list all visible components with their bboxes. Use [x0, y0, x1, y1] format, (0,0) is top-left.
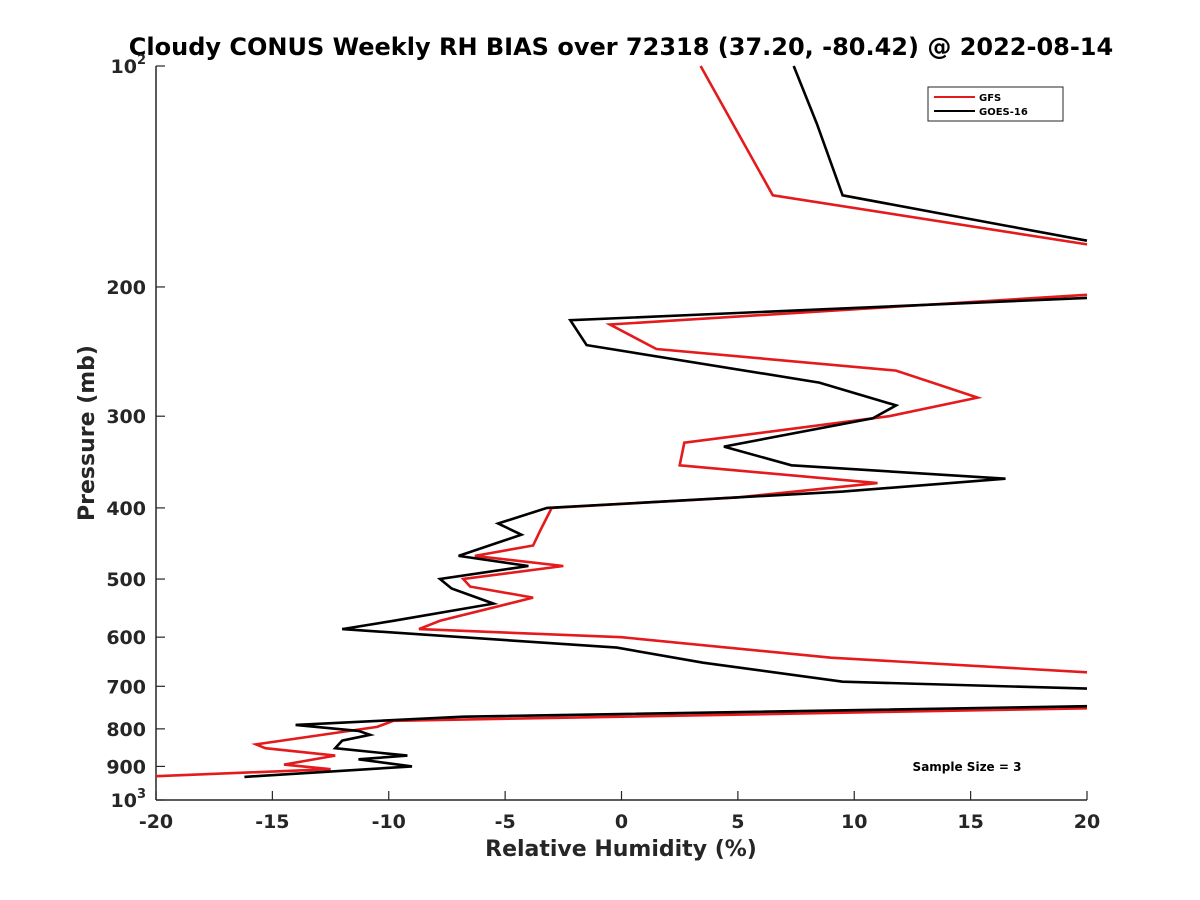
- x-tick-label: 10: [841, 811, 867, 833]
- y-tick-label: 800: [106, 719, 146, 741]
- y-ticks: 200 300 400 500 600 700 800 900 102 103: [106, 53, 165, 812]
- x-tick-label: -15: [255, 811, 289, 833]
- plot-axes: [155, 66, 1087, 801]
- x-tick-label: -5: [495, 811, 516, 833]
- y-tick-label: 900: [106, 756, 146, 778]
- x-tick-label: 5: [731, 811, 744, 833]
- legend-label-gfs: GFS: [979, 93, 1001, 104]
- x-tick-label: -10: [372, 811, 406, 833]
- x-axis-label: Relative Humidity (%): [485, 837, 757, 862]
- x-tick-label: -20: [139, 811, 173, 833]
- x-ticks: -20 -15 -10 -5 0 5 10 15 20: [139, 791, 1100, 833]
- series-layer: [155, 65, 1088, 779]
- series-line-gfs: [418, 293, 1088, 674]
- y-tick-label: 600: [106, 627, 146, 649]
- y-tick-label: 200: [106, 277, 146, 299]
- y-tick-label: 700: [106, 676, 146, 698]
- series-line-gfs: [699, 65, 1088, 246]
- legend: GFS GOES-16: [927, 86, 1064, 122]
- y-axis-label: Pressure (mb): [75, 345, 100, 521]
- chart-title: Cloudy CONUS Weekly RH BIAS over 72318 (…: [129, 33, 1113, 61]
- series-line-goes-16: [792, 65, 1088, 242]
- x-tick-label: 0: [615, 811, 628, 833]
- series-line-goes-16: [341, 296, 1088, 690]
- y-tick-label: 400: [106, 498, 146, 520]
- sample-size-annotation: Sample Size = 3: [913, 760, 1022, 774]
- y-tick-label-exponent: 103: [111, 787, 147, 812]
- y-tick-label: 500: [106, 569, 146, 591]
- x-tick-label: 15: [957, 811, 983, 833]
- legend-label-goes16: GOES-16: [979, 107, 1028, 118]
- y-tick-label: 300: [106, 406, 146, 428]
- y-tick-label-exponent: 102: [111, 53, 147, 78]
- x-tick-label: 20: [1074, 811, 1100, 833]
- series-line-goes-16: [244, 704, 1088, 779]
- legend-box: [927, 86, 1064, 122]
- series-line-gfs: [155, 707, 1088, 778]
